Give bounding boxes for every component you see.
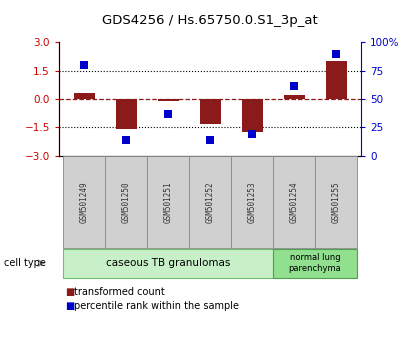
Text: GSM501250: GSM501250 — [121, 181, 131, 223]
Bar — [63, 156, 105, 248]
Point — [207, 137, 213, 143]
Bar — [105, 156, 147, 248]
Text: ■: ■ — [65, 301, 74, 311]
Text: ■: ■ — [65, 287, 74, 297]
Bar — [231, 156, 273, 248]
Bar — [158, 99, 178, 101]
Bar — [326, 61, 346, 99]
Bar — [241, 99, 262, 132]
Text: normal lung
parenchyma: normal lung parenchyma — [289, 253, 341, 273]
Bar — [273, 249, 357, 278]
Text: GSM501255: GSM501255 — [331, 181, 341, 223]
Text: caseous TB granulomas: caseous TB granulomas — [106, 258, 230, 268]
Text: cell type: cell type — [4, 258, 46, 268]
Text: percentile rank within the sample: percentile rank within the sample — [74, 301, 239, 311]
Bar — [147, 156, 189, 248]
Bar — [273, 156, 315, 248]
Point — [249, 131, 255, 137]
Text: GSM501251: GSM501251 — [163, 181, 173, 223]
Point — [123, 137, 129, 143]
Bar — [284, 95, 304, 99]
Bar — [74, 93, 94, 99]
Bar — [189, 156, 231, 248]
Point — [333, 51, 339, 57]
Text: GSM501252: GSM501252 — [205, 181, 215, 223]
Point — [81, 62, 87, 68]
Bar — [200, 99, 221, 124]
Bar — [63, 249, 273, 278]
Text: transformed count: transformed count — [74, 287, 164, 297]
Bar — [315, 156, 357, 248]
Bar — [116, 99, 136, 129]
Point — [165, 111, 171, 117]
Point — [291, 83, 297, 88]
Text: GSM501249: GSM501249 — [79, 181, 89, 223]
Text: GSM501253: GSM501253 — [247, 181, 257, 223]
Text: GDS4256 / Hs.65750.0.S1_3p_at: GDS4256 / Hs.65750.0.S1_3p_at — [102, 14, 318, 27]
Text: GSM501254: GSM501254 — [289, 181, 299, 223]
